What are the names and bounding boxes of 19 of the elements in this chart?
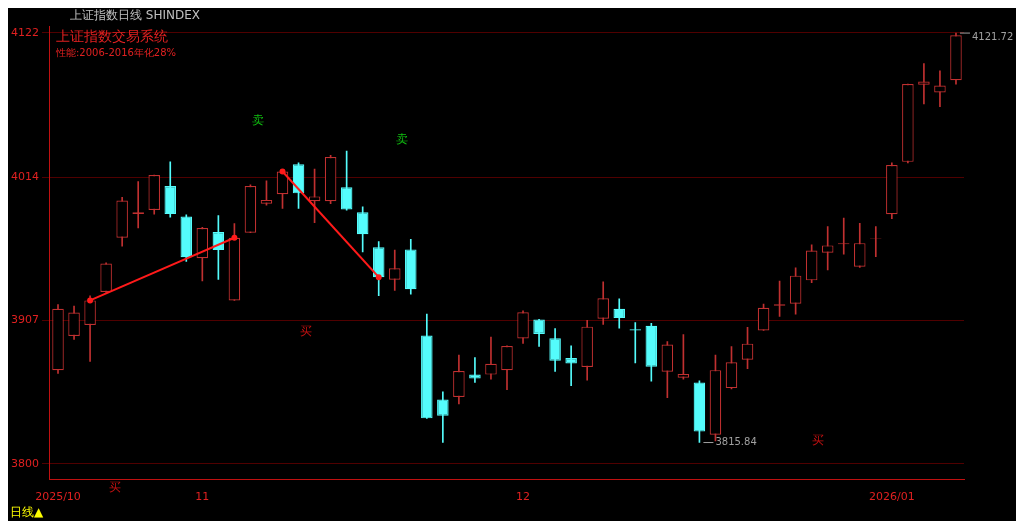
text: 买 bbox=[109, 480, 121, 495]
chart-title: 上证指数交易系统 bbox=[55, 27, 168, 44]
y-tick-label: 3800 bbox=[10, 456, 39, 470]
text: 性能:2006-2016年化28% bbox=[54, 46, 177, 58]
x-tick-label: 11 bbox=[195, 490, 210, 504]
x-tick-label: 12 bbox=[516, 490, 531, 504]
y-tick-label: 3907 bbox=[10, 313, 39, 327]
text: 日线▲ bbox=[10, 505, 44, 520]
y-tick-label: 4014 bbox=[10, 170, 39, 184]
annotation: 3815.84 bbox=[715, 436, 757, 448]
annotation: 买 bbox=[300, 324, 312, 339]
y-tick-label: 4122 bbox=[10, 25, 39, 39]
x-tick-label: 2025/10 bbox=[35, 490, 81, 504]
x-tick-label: 2026/01 bbox=[868, 490, 915, 504]
annotation: 买 bbox=[812, 433, 824, 448]
annotation: 卖 bbox=[252, 113, 264, 128]
text: 上证指数日线 SHINDEX bbox=[69, 8, 201, 23]
annotation: 卖 bbox=[396, 132, 408, 147]
text: 4121.72 bbox=[971, 30, 1014, 42]
